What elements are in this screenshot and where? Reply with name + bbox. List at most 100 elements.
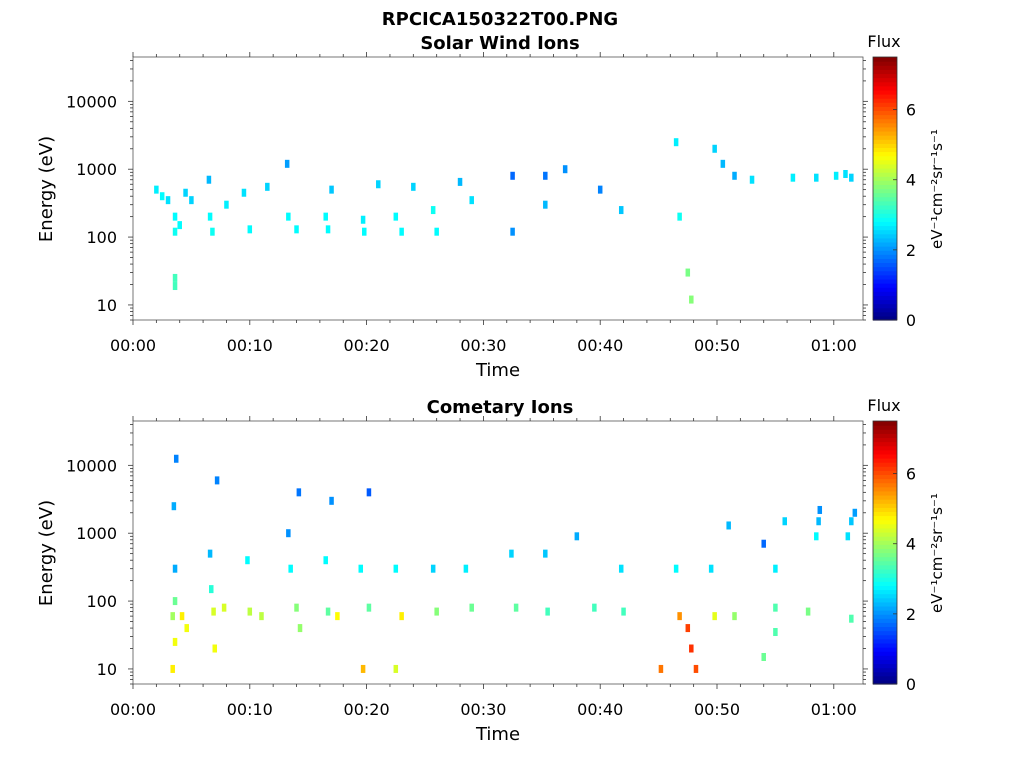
- heatmap-cell: [184, 624, 189, 633]
- heatmap-cell: [241, 188, 247, 197]
- heatmap-cell: [329, 185, 334, 194]
- colorbar-step: [873, 449, 897, 455]
- colorbar-step: [873, 250, 897, 255]
- y-axis-label: Energy (eV): [36, 500, 57, 606]
- colorbar-step: [873, 601, 897, 607]
- heatmap-cell: [247, 225, 253, 234]
- heatmap-cell: [805, 607, 811, 616]
- colorbar-step: [873, 679, 897, 685]
- colorbar-step: [873, 217, 897, 222]
- y-tick-label: 1000: [76, 160, 117, 179]
- colorbar-step: [873, 93, 897, 99]
- colorbar-step: [873, 262, 897, 268]
- x-tick-label: 00:20: [344, 700, 390, 719]
- colorbar-step: [873, 647, 897, 652]
- y-tick-label: 100: [86, 228, 117, 247]
- heatmap-cell: [562, 165, 568, 174]
- heatmap-cell: [685, 268, 691, 277]
- heatmap-cell: [177, 221, 182, 230]
- colorbar-step: [873, 589, 897, 595]
- heatmap-cell: [294, 225, 299, 234]
- heatmap-cell: [621, 607, 626, 616]
- heatmap-cell: [212, 644, 218, 653]
- heatmap-cell: [221, 603, 227, 612]
- colorbar-step: [873, 515, 897, 521]
- heatmap-cell: [849, 173, 854, 182]
- x-tick-label: 00:50: [694, 336, 740, 355]
- colorbar-step: [873, 457, 897, 463]
- colorbar-step: [873, 77, 897, 83]
- heatmap-cell: [323, 212, 328, 221]
- colorbar-step: [873, 307, 897, 313]
- colorbar-step: [873, 544, 897, 549]
- x-tick-label: 00:40: [577, 700, 623, 719]
- colorbar-step: [873, 237, 897, 243]
- heatmap-cell: [689, 644, 694, 653]
- heatmap-cell: [685, 624, 691, 633]
- colorbar-step: [873, 453, 897, 459]
- colorbar-tick-label: 6: [906, 465, 916, 484]
- colorbar-tick-label: 4: [906, 171, 916, 190]
- colorbar-unit: eV⁻¹cm⁻²sr⁻¹s⁻¹: [928, 493, 946, 613]
- solar-wind-panel: Solar Wind Ions 10 100 1000 10000 00:00 00:1…: [36, 32, 946, 381]
- colorbar-step: [873, 425, 897, 430]
- colorbar-step: [873, 511, 897, 517]
- colorbar-step: [873, 85, 897, 91]
- heatmap-cells: [170, 454, 858, 673]
- colorbar-step: [873, 303, 897, 309]
- colorbar-step: [873, 89, 897, 95]
- colorbar-step: [873, 605, 897, 611]
- colorbar-step: [873, 57, 897, 62]
- colorbar-label: Flux: [867, 396, 900, 415]
- heatmap-cell: [172, 273, 178, 282]
- heatmap-cell: [849, 614, 854, 623]
- heatmap-cell: [430, 564, 436, 573]
- colorbar-step: [873, 499, 897, 504]
- heatmap-cell: [726, 521, 731, 530]
- heatmap-cell: [790, 173, 796, 182]
- heatmap-cell: [845, 532, 851, 541]
- colorbar-step: [873, 441, 897, 447]
- colorbar-step: [873, 630, 897, 636]
- heatmap-cell: [294, 603, 299, 612]
- heatmap-cell: [297, 624, 303, 633]
- heatmap-cell: [677, 212, 682, 221]
- heatmap-cell: [172, 212, 178, 221]
- heatmap-cell: [209, 585, 214, 594]
- heatmap-cell: [816, 517, 821, 526]
- colorbar-step: [873, 548, 897, 554]
- colorbar-step: [873, 429, 897, 434]
- heatmap-cell: [393, 564, 399, 573]
- heatmap-cell: [284, 159, 290, 168]
- panel-title: Cometary Ions: [427, 397, 574, 418]
- heatmap-cell: [325, 607, 331, 616]
- colorbar-step: [873, 482, 897, 488]
- heatmap-cell: [335, 612, 340, 621]
- colorbar-step: [873, 106, 897, 112]
- heatmap-cell: [165, 196, 171, 205]
- colorbar-unit: eV⁻¹cm⁻²sr⁻¹s⁻¹: [928, 129, 946, 249]
- heatmap-cell: [817, 505, 823, 514]
- colorbar-step: [873, 585, 897, 591]
- heatmap-cell: [210, 227, 215, 236]
- x-tick-label: 00:30: [460, 700, 506, 719]
- heatmap-cell: [543, 171, 548, 180]
- colorbar-step: [873, 540, 897, 545]
- y-tick-label: 10000: [66, 456, 117, 475]
- colorbar-frame: [872, 420, 898, 685]
- heatmap-cell: [214, 476, 220, 485]
- x-tick-label: 00:40: [577, 336, 623, 355]
- heatmap-cell: [172, 282, 178, 291]
- heatmap-cell: [172, 564, 178, 573]
- colorbar-step: [873, 507, 897, 513]
- colorbar-step: [873, 184, 897, 190]
- colorbar-step: [873, 81, 897, 87]
- colorbar-step: [873, 577, 897, 582]
- colorbar-step: [873, 675, 897, 681]
- colorbar-step: [873, 437, 897, 443]
- heatmap-cell: [814, 532, 819, 541]
- heatmap-cell: [434, 227, 439, 236]
- heatmap-cell: [509, 549, 514, 558]
- colorbar-tick-label: 0: [906, 311, 916, 330]
- colorbar-step: [873, 196, 897, 202]
